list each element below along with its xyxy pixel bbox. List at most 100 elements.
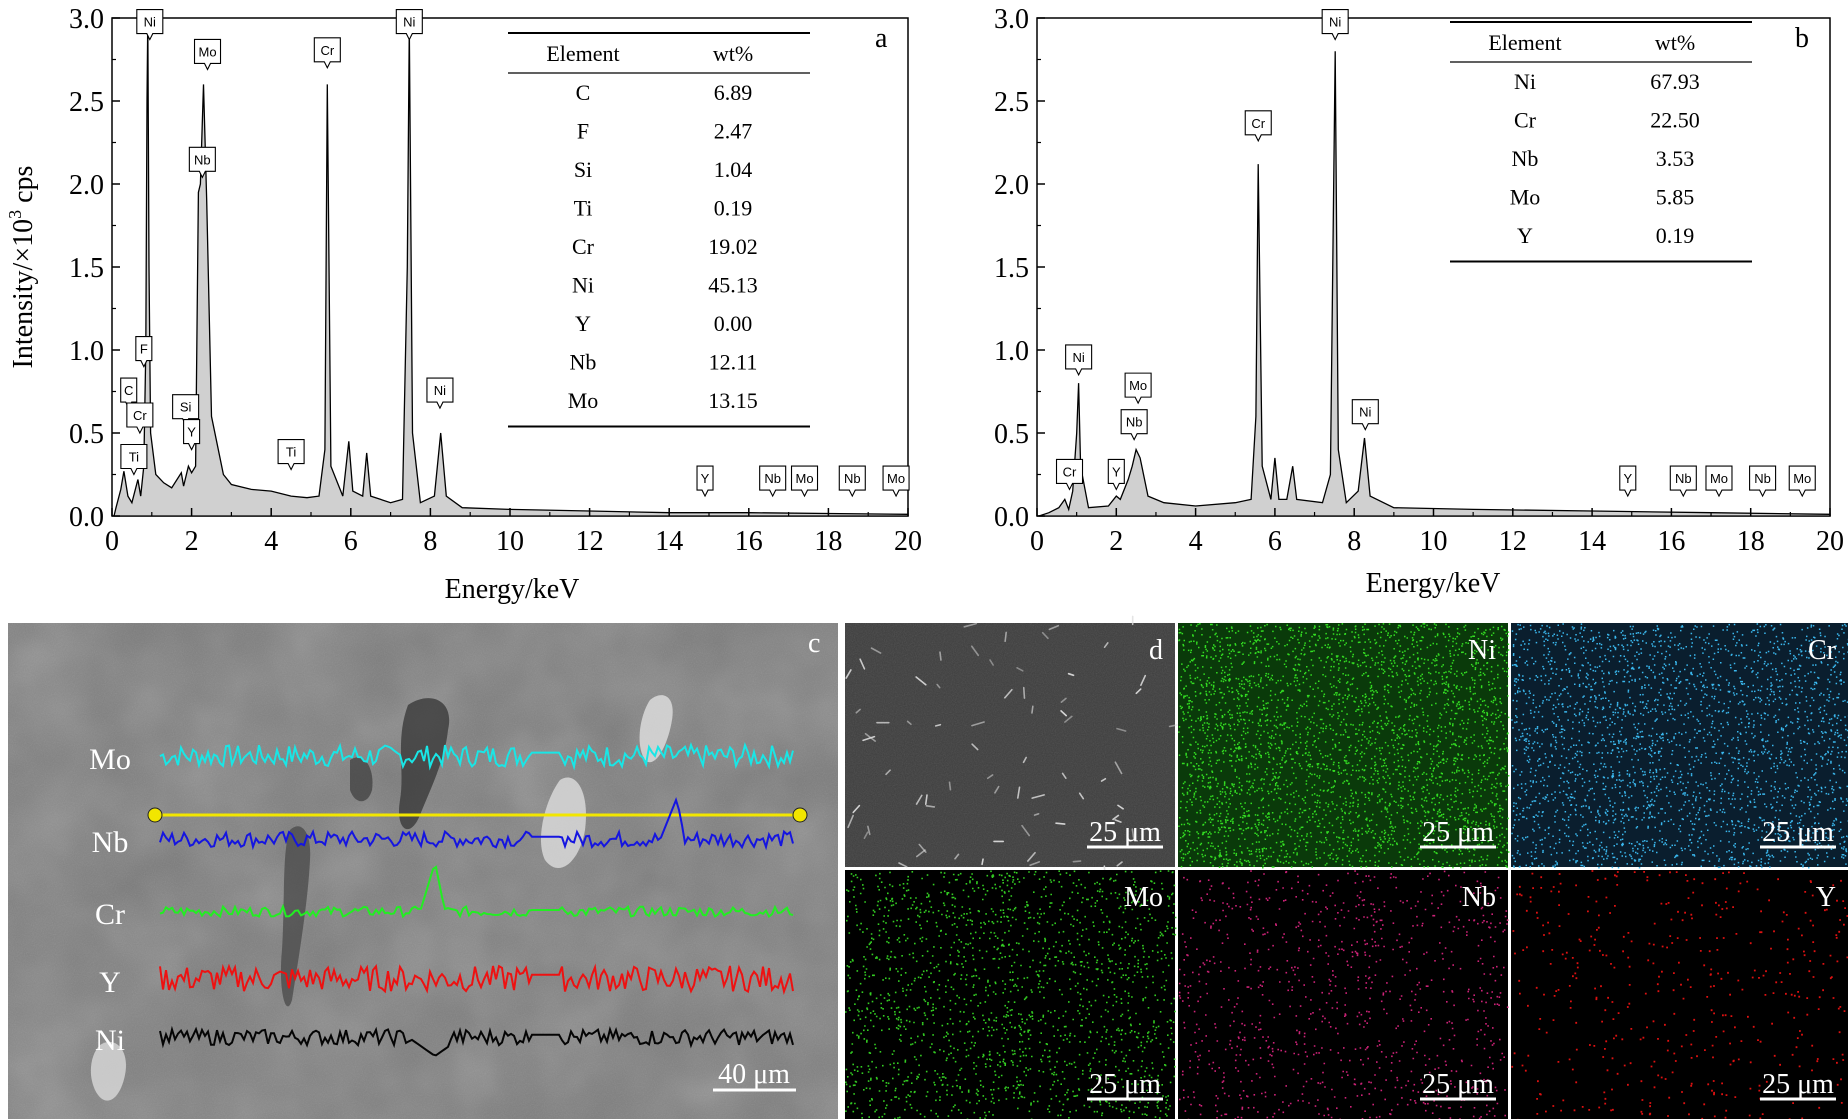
sem-particle bbox=[915, 676, 927, 686]
peak-label-text: Nb bbox=[764, 471, 781, 486]
y-tick-label-a: 1.0 bbox=[69, 336, 104, 367]
y-tick-label-b: 0.5 bbox=[994, 419, 1029, 450]
peak-label-box bbox=[1619, 465, 1637, 498]
sem-particle bbox=[1100, 777, 1107, 782]
peak-label-text: Ni bbox=[1072, 350, 1084, 365]
sem-particle bbox=[1016, 667, 1024, 672]
peak-label-text: Cr bbox=[320, 43, 334, 58]
peak-label-ni: Ni bbox=[136, 9, 164, 41]
sem-particle bbox=[1103, 642, 1109, 648]
peak-label-box bbox=[1244, 110, 1272, 143]
spectrum-a bbox=[113, 17, 909, 517]
sem-particle bbox=[864, 732, 876, 742]
y-tick-label-a: 0.0 bbox=[69, 502, 104, 533]
table-cell-element: Mo bbox=[568, 388, 599, 413]
table-header: wt% bbox=[1655, 30, 1695, 55]
map-dots bbox=[1178, 623, 1510, 869]
sem-particle bbox=[1061, 772, 1067, 779]
table-cell-element: Nb bbox=[570, 350, 597, 375]
sem-particle bbox=[924, 794, 928, 806]
table-cell-wt: 0.19 bbox=[1656, 223, 1695, 248]
sem-particle bbox=[1027, 851, 1036, 862]
peak-label-text: Ti bbox=[286, 445, 296, 460]
peak-label-box bbox=[1788, 465, 1816, 498]
sem-particle bbox=[971, 721, 985, 727]
line-scan-traces: Mo Nb Cr Y Ni bbox=[89, 741, 808, 1057]
peak-label-text: Nb bbox=[194, 152, 211, 167]
table-cell-wt: 45.13 bbox=[708, 273, 758, 298]
peak-label-text: Mo bbox=[887, 471, 905, 486]
peak-label-f: F bbox=[135, 336, 153, 368]
peak-label-text: Ni bbox=[1329, 15, 1341, 30]
table-cell-element: Mo bbox=[1510, 185, 1541, 210]
trace-cr bbox=[159, 865, 794, 919]
table-row: Mo 13.15 bbox=[568, 388, 758, 413]
sem-particle bbox=[1135, 688, 1142, 695]
map-background bbox=[845, 870, 1175, 1119]
sem-particle bbox=[885, 769, 891, 776]
peak-label-box bbox=[838, 465, 866, 498]
axis-ticks-a: 0 2 4 6 8 10 12 14 16 18 20 0.0 0.5 1.0 1.5 2.0 2.5 3.0 bbox=[69, 4, 922, 557]
x-tick-label-b: 10 bbox=[1420, 526, 1448, 557]
peak-label-cr: Cr bbox=[126, 402, 154, 435]
table-cell-wt: 0.19 bbox=[714, 196, 753, 221]
scan-start-marker bbox=[147, 807, 163, 823]
peak-label-ni: Ni bbox=[1065, 344, 1093, 377]
table-cell-element: F bbox=[577, 119, 589, 144]
sem-particle bbox=[1072, 860, 1082, 863]
peak-label-box bbox=[277, 438, 305, 471]
map-nb: Nb 25 μm bbox=[1178, 870, 1509, 1119]
sem-particle bbox=[994, 785, 1000, 794]
sem-particle bbox=[916, 849, 926, 858]
map-scale-label: 25 μm bbox=[1422, 817, 1494, 848]
sem-particle bbox=[1031, 794, 1045, 799]
peak-label-text: Nb bbox=[1126, 415, 1143, 430]
peak-label-box bbox=[126, 402, 154, 435]
peak-label-nb: Nb bbox=[1749, 465, 1777, 498]
precipitate-c-6 bbox=[350, 757, 373, 802]
sem-particle bbox=[925, 805, 936, 808]
table-cell-wt: 67.93 bbox=[1650, 69, 1700, 94]
map-label: Mo bbox=[1124, 882, 1163, 913]
spectrum-area-a bbox=[113, 17, 909, 517]
sem-particle bbox=[1112, 814, 1120, 821]
map-scale-label: 25 μm bbox=[1422, 1069, 1494, 1100]
trace-label-mo: Mo bbox=[89, 743, 131, 776]
table-row: F 2.47 bbox=[577, 119, 752, 144]
peak-label-text: Ni bbox=[403, 15, 415, 30]
peak-label-nb: Nb bbox=[1120, 409, 1148, 441]
peak-label-mo: Mo bbox=[790, 465, 819, 498]
sem-particle bbox=[936, 683, 941, 689]
peak-label-nb: Nb bbox=[759, 465, 787, 498]
y-tick-label-b: 1.0 bbox=[994, 336, 1029, 367]
y-tick-label-a: 1.5 bbox=[69, 253, 104, 284]
table-row: Mo 5.85 bbox=[1510, 185, 1695, 210]
sem-particle bbox=[1031, 705, 1034, 714]
sem-particle bbox=[915, 794, 923, 805]
trace-ni bbox=[159, 1025, 794, 1057]
x-tick-label-b: 8 bbox=[1347, 526, 1361, 557]
peak-label-cr: Cr bbox=[313, 37, 341, 70]
peak-label-mo: Mo bbox=[882, 465, 910, 498]
sem-particle bbox=[1067, 672, 1075, 677]
trace-label-nb: Nb bbox=[92, 826, 129, 859]
y-tick-label-a: 0.5 bbox=[69, 419, 104, 450]
peak-label-y: Y bbox=[696, 465, 714, 498]
table-row: Y 0.00 bbox=[575, 311, 752, 336]
sem-particle bbox=[981, 858, 984, 866]
peak-label-ni: Ni bbox=[426, 377, 454, 410]
table-cell-element: Nb bbox=[1512, 146, 1539, 171]
sem-particle bbox=[1060, 710, 1068, 717]
sem-particle bbox=[971, 743, 979, 751]
sem-particle bbox=[845, 669, 852, 679]
sem-particle bbox=[1131, 828, 1135, 841]
peak-label-y: Y bbox=[1619, 465, 1637, 498]
table-cell-wt: 5.85 bbox=[1656, 185, 1695, 210]
peak-label-box bbox=[1065, 344, 1093, 377]
peak-label-ni: Ni bbox=[1351, 399, 1379, 431]
precipitate-c-3 bbox=[639, 695, 673, 763]
peak-label-box bbox=[1321, 9, 1349, 41]
sem-particle bbox=[1022, 686, 1026, 699]
peak-label-nb: Nb bbox=[1669, 465, 1697, 498]
x-axis-label-a: Energy/keV bbox=[445, 574, 580, 605]
